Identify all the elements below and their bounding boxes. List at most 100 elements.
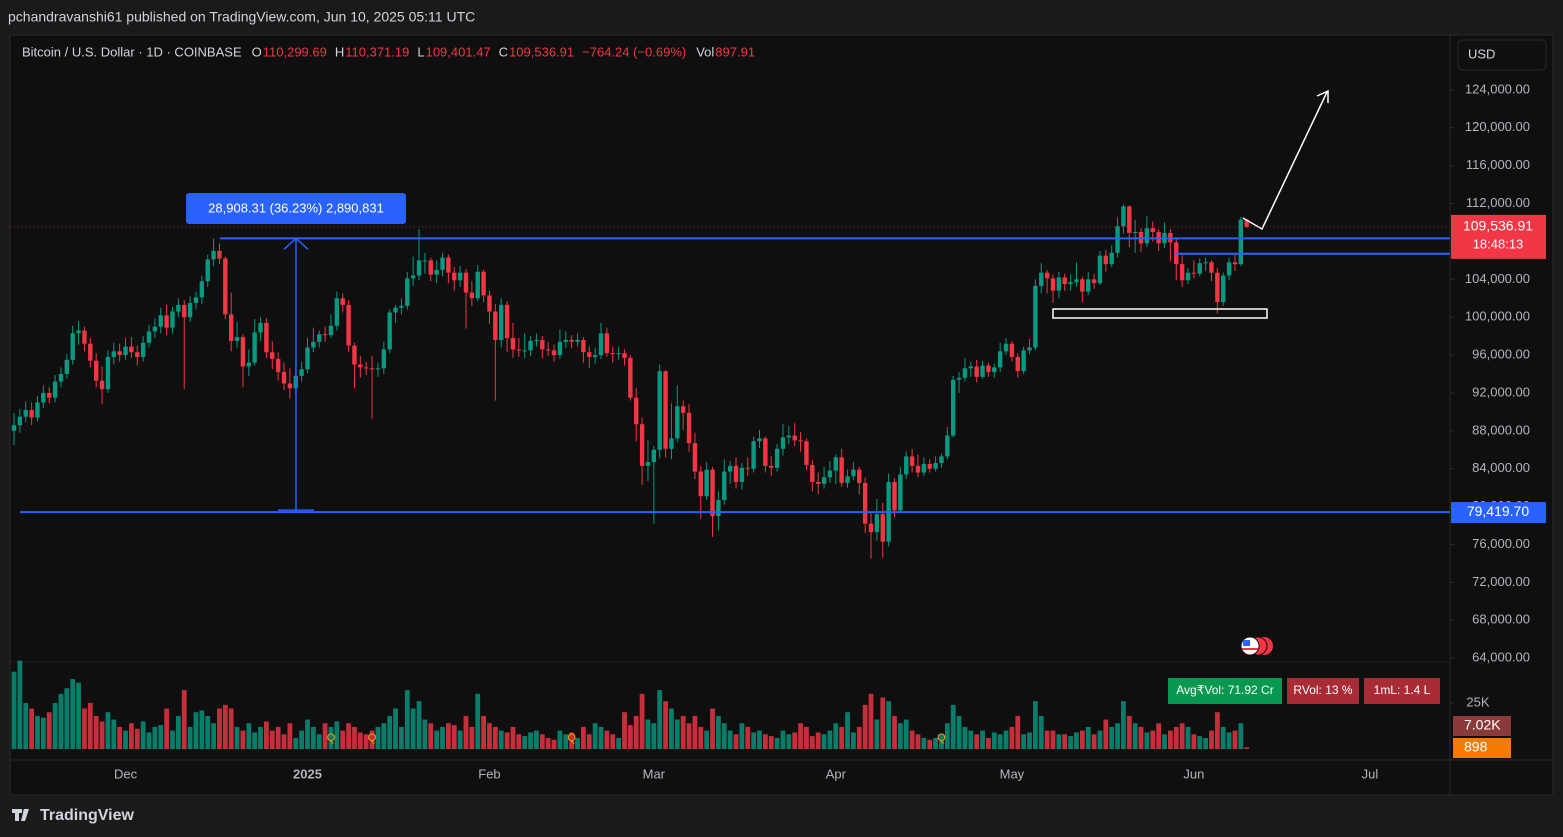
currency-button[interactable] [1457, 39, 1547, 71]
volume-bar [974, 734, 980, 749]
currency-label[interactable]: USD [1468, 46, 1495, 61]
candle-body [581, 339, 586, 353]
volume-bar [352, 726, 357, 749]
y-tick-label: 68,000.00 [1472, 612, 1530, 627]
volume-bar [170, 730, 175, 749]
volume-bar [129, 723, 134, 749]
volume-bar [70, 679, 76, 749]
candle-body [792, 435, 797, 441]
volume-bar [17, 660, 23, 749]
candle-body [82, 330, 87, 344]
candle-body [921, 463, 927, 473]
volume-bar [774, 737, 780, 749]
icon-canton [1243, 640, 1250, 646]
logo-dot [23, 809, 27, 813]
volume-badge-label: Avg₹Vol: 71.92 Cr [1176, 683, 1273, 697]
volume-bar [211, 723, 216, 749]
candle-body [1203, 262, 1208, 264]
volume-bar [657, 690, 663, 749]
volume-bar [1167, 730, 1173, 749]
volume-bar [927, 739, 933, 749]
volume-bar [264, 721, 269, 749]
candle-body [610, 353, 615, 355]
volume-bar [316, 734, 322, 749]
volume-bar [1244, 747, 1250, 749]
volume-bar [1191, 734, 1197, 749]
volume-bar [839, 726, 845, 749]
candle-body [187, 302, 193, 318]
volume-bar [751, 732, 757, 749]
volume-bar [1062, 734, 1068, 749]
volume-bar [1097, 730, 1103, 749]
candle-body [164, 315, 169, 328]
candle-body [528, 340, 533, 351]
volume-bar [234, 726, 240, 749]
volume-bar [275, 726, 281, 749]
candle-body [463, 272, 469, 293]
volume-bar [193, 712, 199, 749]
volume-bar [510, 726, 516, 749]
candle-body [774, 448, 780, 468]
candle-body [622, 353, 627, 358]
level-tag-value: 79,419.70 [1467, 503, 1529, 519]
candle-body [534, 339, 539, 341]
candle-body [798, 440, 803, 442]
volume-bar [522, 736, 528, 749]
volume-bar [1009, 726, 1015, 749]
candle-body [504, 304, 510, 339]
volume-bar [258, 726, 263, 749]
candle-body [1209, 262, 1214, 273]
candle-body [270, 352, 275, 359]
volume-bar [921, 737, 927, 749]
candle-body [176, 304, 181, 312]
candle-body [857, 469, 862, 483]
candle-body [1021, 350, 1026, 372]
candle-body [575, 339, 580, 342]
volume-bar [1056, 734, 1062, 749]
candle-body [956, 377, 962, 380]
volume-bar [1162, 734, 1167, 749]
candle-body [639, 424, 645, 466]
candle-body [839, 457, 844, 483]
candle-body [815, 481, 821, 484]
volume-bar [980, 730, 985, 749]
y-tick-label: 88,000.00 [1472, 422, 1530, 437]
volume-bar [580, 726, 586, 749]
volume-badge [1364, 678, 1440, 704]
candle-body [1103, 255, 1109, 265]
candle-body [651, 449, 657, 463]
volume-bar [1138, 726, 1144, 749]
candle-body [645, 462, 651, 466]
volume-bar [428, 723, 434, 749]
volume-bar [187, 726, 193, 749]
volume-bar [1197, 736, 1203, 749]
candle-body [387, 312, 392, 350]
volume-bar [1185, 726, 1191, 749]
candle-body [827, 470, 833, 478]
volume-bar [616, 737, 622, 749]
candle-body [510, 338, 516, 350]
candle-body [739, 467, 745, 482]
volume-bar [1015, 715, 1021, 749]
volume-bar [1173, 726, 1179, 749]
x-tick-label: Feb [478, 766, 500, 781]
candle-body [745, 467, 750, 469]
volume-bar [404, 690, 410, 749]
projection-arrowhead [1316, 89, 1329, 103]
volume-bar [757, 730, 762, 749]
volume-bar [792, 732, 798, 749]
candle-body [1039, 272, 1044, 286]
volume-bar [868, 693, 874, 749]
candle-body [399, 305, 404, 308]
volume-bar [903, 719, 909, 749]
candle-body [951, 379, 956, 436]
volume-badge-label: 1mL: 1.4 L [1374, 683, 1431, 697]
candle-body [416, 260, 422, 276]
volume-bar [862, 704, 868, 749]
candle-body [1003, 343, 1009, 352]
volume-bar [1214, 712, 1220, 749]
volume-bar [205, 715, 211, 749]
volume-bar [739, 723, 745, 749]
candle-body [1132, 231, 1138, 233]
volume-bar [481, 715, 486, 749]
